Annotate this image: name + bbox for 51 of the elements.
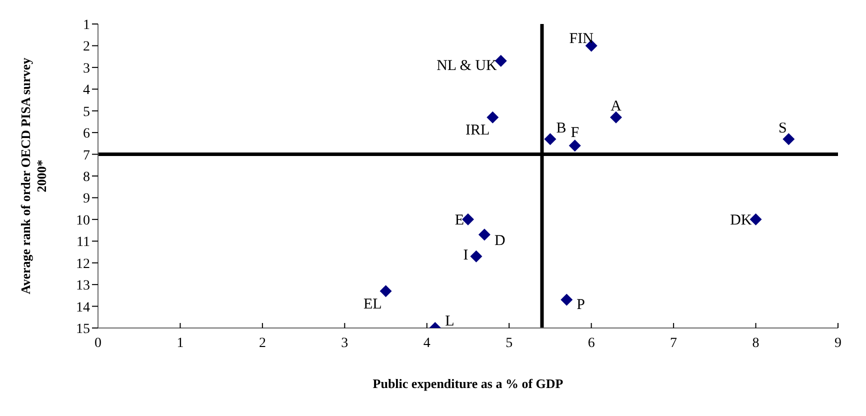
point — [470, 250, 482, 262]
annotation: P — [576, 297, 586, 314]
point — [560, 294, 573, 306]
annotation: IRL — [465, 122, 490, 139]
annotation: EL — [363, 296, 382, 312]
point — [380, 285, 392, 298]
annotation: I — [463, 248, 468, 264]
annotation: L — [445, 313, 454, 330]
y-tick-label: 14 — [76, 300, 90, 316]
y-tick-label: 11 — [76, 235, 90, 250]
point — [478, 228, 490, 241]
point — [568, 140, 581, 152]
x-tick-label: 6 — [588, 336, 595, 351]
point — [462, 213, 474, 226]
point — [782, 133, 795, 146]
y-tick-label: 3 — [83, 61, 90, 76]
annotation: A — [610, 98, 622, 115]
y-tick-label: 6 — [83, 126, 90, 142]
x-tick-label: 3 — [341, 336, 348, 351]
y-tick-label: 9 — [83, 192, 90, 207]
annotation: S — [778, 120, 787, 136]
annotation: NL & UK — [436, 58, 498, 74]
x-tick-label: 1 — [176, 336, 184, 351]
annotation: E — [454, 212, 464, 229]
y-tick-label: 5 — [83, 104, 90, 120]
y-tick-label: 15 — [76, 322, 90, 337]
annotation: B — [556, 120, 566, 136]
point — [544, 133, 556, 146]
y-tick-label: 8 — [83, 170, 90, 185]
x-tick-label: 7 — [670, 336, 678, 351]
x-axis-title: Public expenditure as a % of GDP — [372, 376, 564, 391]
x-tick-label: 5 — [506, 336, 513, 351]
y-tick-label: 10 — [76, 213, 90, 228]
point — [486, 111, 499, 124]
y-tick-label: 4 — [83, 83, 90, 98]
annotation: D — [494, 232, 506, 249]
y-tick-label: 13 — [76, 278, 90, 294]
annotation: F — [570, 124, 580, 141]
y-tick-label: 2 — [83, 40, 90, 55]
x-tick-label: 0 — [94, 336, 102, 351]
y-axis-title: Average rank of order OECD PISA survey 2000* — [18, 57, 49, 294]
y-tick-label: 12 — [76, 256, 90, 272]
y-tick-label: 1 — [83, 18, 90, 33]
x-tick-label: 4 — [423, 336, 430, 351]
x-tick-label: 8 — [752, 336, 760, 351]
point — [610, 111, 622, 124]
y-tick-label: 7 — [83, 148, 90, 164]
annotation: FIN — [569, 30, 594, 47]
x-tick-label: 9 — [834, 336, 842, 351]
x-tick-label: 2 — [258, 336, 266, 351]
annotation: DK — [730, 212, 752, 229]
